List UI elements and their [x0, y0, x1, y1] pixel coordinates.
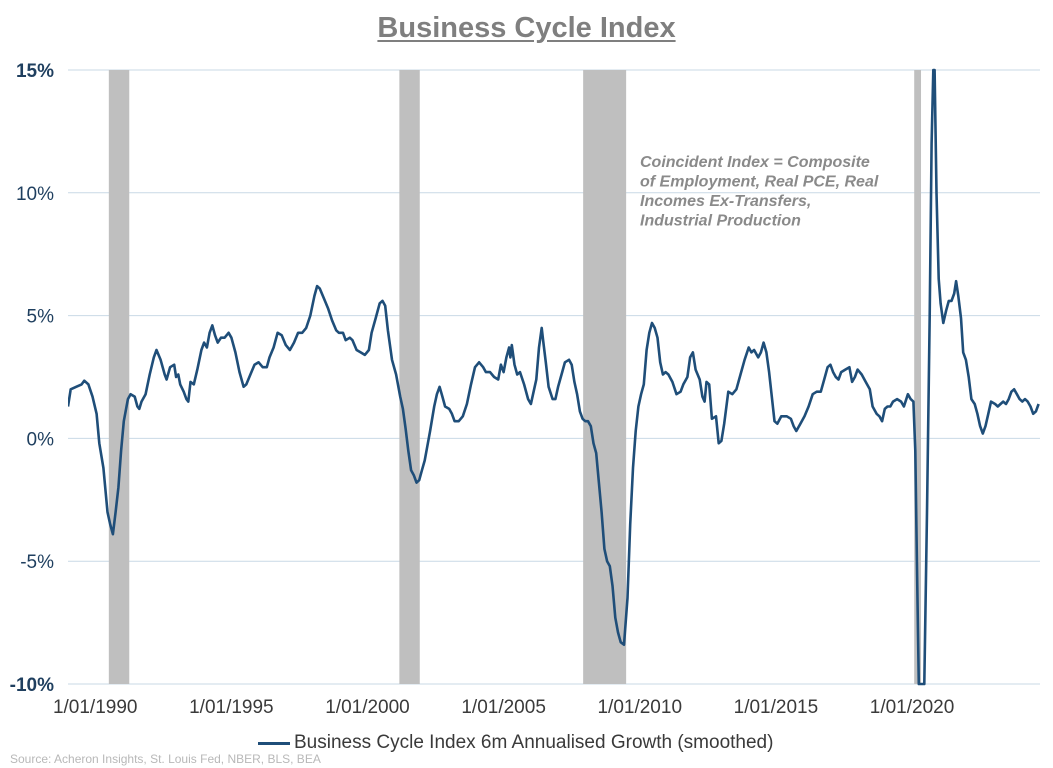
y-tick-label-3: 0%: [27, 429, 55, 450]
y-tick-label-2: 5%: [27, 307, 55, 328]
legend: Business Cycle Index 6m Annualised Growt…: [258, 732, 773, 754]
annotation-line-1: of Employment, Real PCE, Real: [640, 174, 879, 191]
source-note: Source: Acheron Insights, St. Louis Fed,…: [10, 752, 321, 766]
x-tick-label-5: 1/01/2015: [734, 697, 819, 718]
x-tick-label-3: 1/01/2005: [461, 697, 546, 718]
recession-bar-3: [914, 70, 922, 684]
recession-bar-0: [108, 70, 130, 684]
legend-label: Business Cycle Index 6m Annualised Growt…: [294, 732, 774, 753]
recession-bar-2: [583, 70, 627, 684]
annotation-line-0: Coincident Index = Composite: [640, 154, 870, 171]
y-tick-label-4: -5%: [20, 552, 54, 573]
x-tick-label-0: 1/01/1990: [53, 697, 138, 718]
x-tick-label-2: 1/01/2000: [325, 697, 410, 718]
recession-bar-1: [399, 70, 420, 684]
x-tick-label-6: 1/01/2020: [870, 697, 955, 718]
y-tick-label-0: 15%: [16, 61, 54, 82]
x-tick-label-4: 1/01/2010: [597, 697, 682, 718]
gridlines: [68, 69, 1040, 685]
y-tick-label-5: -10%: [10, 675, 54, 696]
annotation-line-2: Incomes Ex-Transfers,: [640, 193, 811, 210]
legend-line-swatch: [258, 741, 290, 745]
y-tick-label-1: 10%: [16, 184, 54, 205]
series-line-layer: [68, 68, 1040, 686]
y-axis-tick-labels: 15% 10% 5% 0% -5% -10%: [10, 61, 54, 696]
annotation-line-3: Industrial Production: [640, 213, 801, 230]
series-line-0: [68, 68, 1040, 686]
x-tick-label-1: 1/01/1995: [189, 697, 274, 718]
x-axis-tick-labels: 1/01/1990 1/01/1995 1/01/2000 1/01/2005 1/01…: [53, 697, 954, 718]
chart-title: Business Cycle Index: [377, 12, 676, 44]
annotation-text: Coincident Index = Composite of Employmen…: [640, 154, 879, 230]
